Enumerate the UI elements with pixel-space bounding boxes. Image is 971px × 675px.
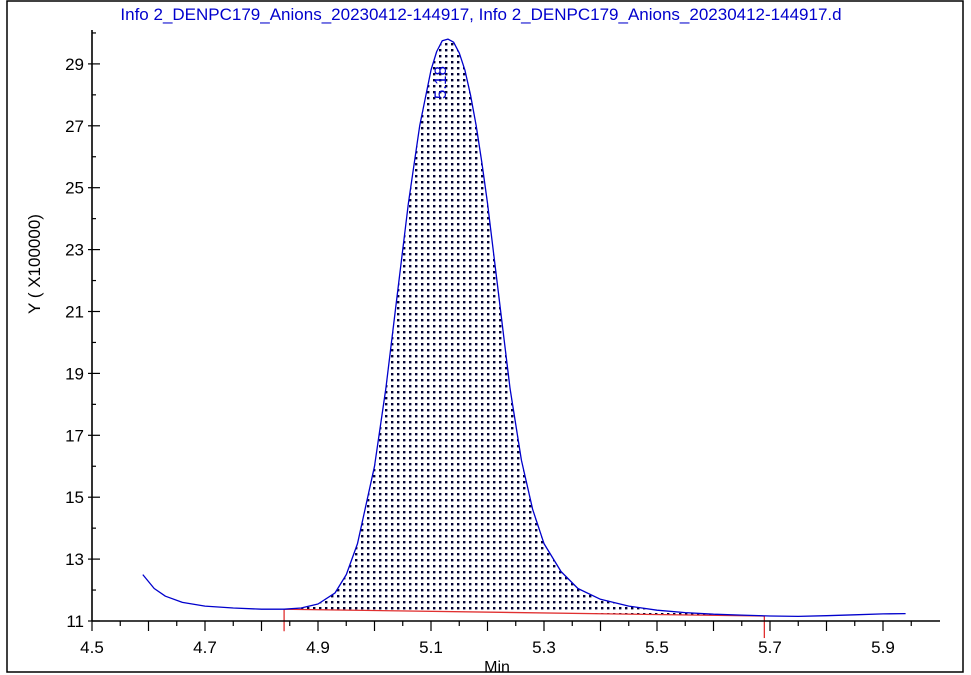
y-tick-label: 11 bbox=[66, 612, 84, 631]
peak-labels: 5.18 bbox=[431, 66, 450, 99]
y-tick-label: 27 bbox=[65, 117, 84, 136]
y-tick-label: 23 bbox=[65, 241, 84, 260]
x-tick-label: 5.9 bbox=[871, 638, 895, 657]
y-tick-label: 13 bbox=[65, 550, 84, 569]
peak-label: 5.18 bbox=[431, 66, 450, 99]
peak-baseline bbox=[284, 608, 765, 617]
axes: 11 13 15 17 19 21 23 25 27 29 4.5 4.7 4.9 5.1 5.3 5.5 5.… bbox=[65, 30, 940, 657]
x-tick-label: 5.5 bbox=[645, 638, 669, 657]
x-tick-label: 5.1 bbox=[419, 638, 443, 657]
y-tick-label: 21 bbox=[65, 303, 84, 322]
signal-trace-line bbox=[142, 38, 906, 618]
x-axis-label: Min bbox=[484, 659, 510, 675]
y-axis-label: Y ( X100000) bbox=[25, 214, 44, 314]
series-layer bbox=[142, 38, 906, 618]
chart-title: Info 2_DENPC179_Anions_20230412-144917, … bbox=[120, 5, 841, 24]
y-tick-label: 19 bbox=[65, 364, 84, 383]
y-tick-label: 17 bbox=[65, 426, 84, 445]
y-tick-label: 29 bbox=[65, 55, 84, 74]
x-tick-label: 5.3 bbox=[532, 638, 556, 657]
x-tick-label: 5.7 bbox=[758, 638, 782, 657]
y-tick-label: 15 bbox=[65, 488, 84, 507]
y-tick-label: 25 bbox=[65, 179, 84, 198]
x-tick-label: 4.9 bbox=[306, 638, 330, 657]
peak-area-fill bbox=[284, 39, 765, 617]
x-tick-label: 4.7 bbox=[193, 638, 217, 657]
x-tick-label: 4.5 bbox=[80, 638, 104, 657]
chart-frame bbox=[6, 0, 964, 673]
